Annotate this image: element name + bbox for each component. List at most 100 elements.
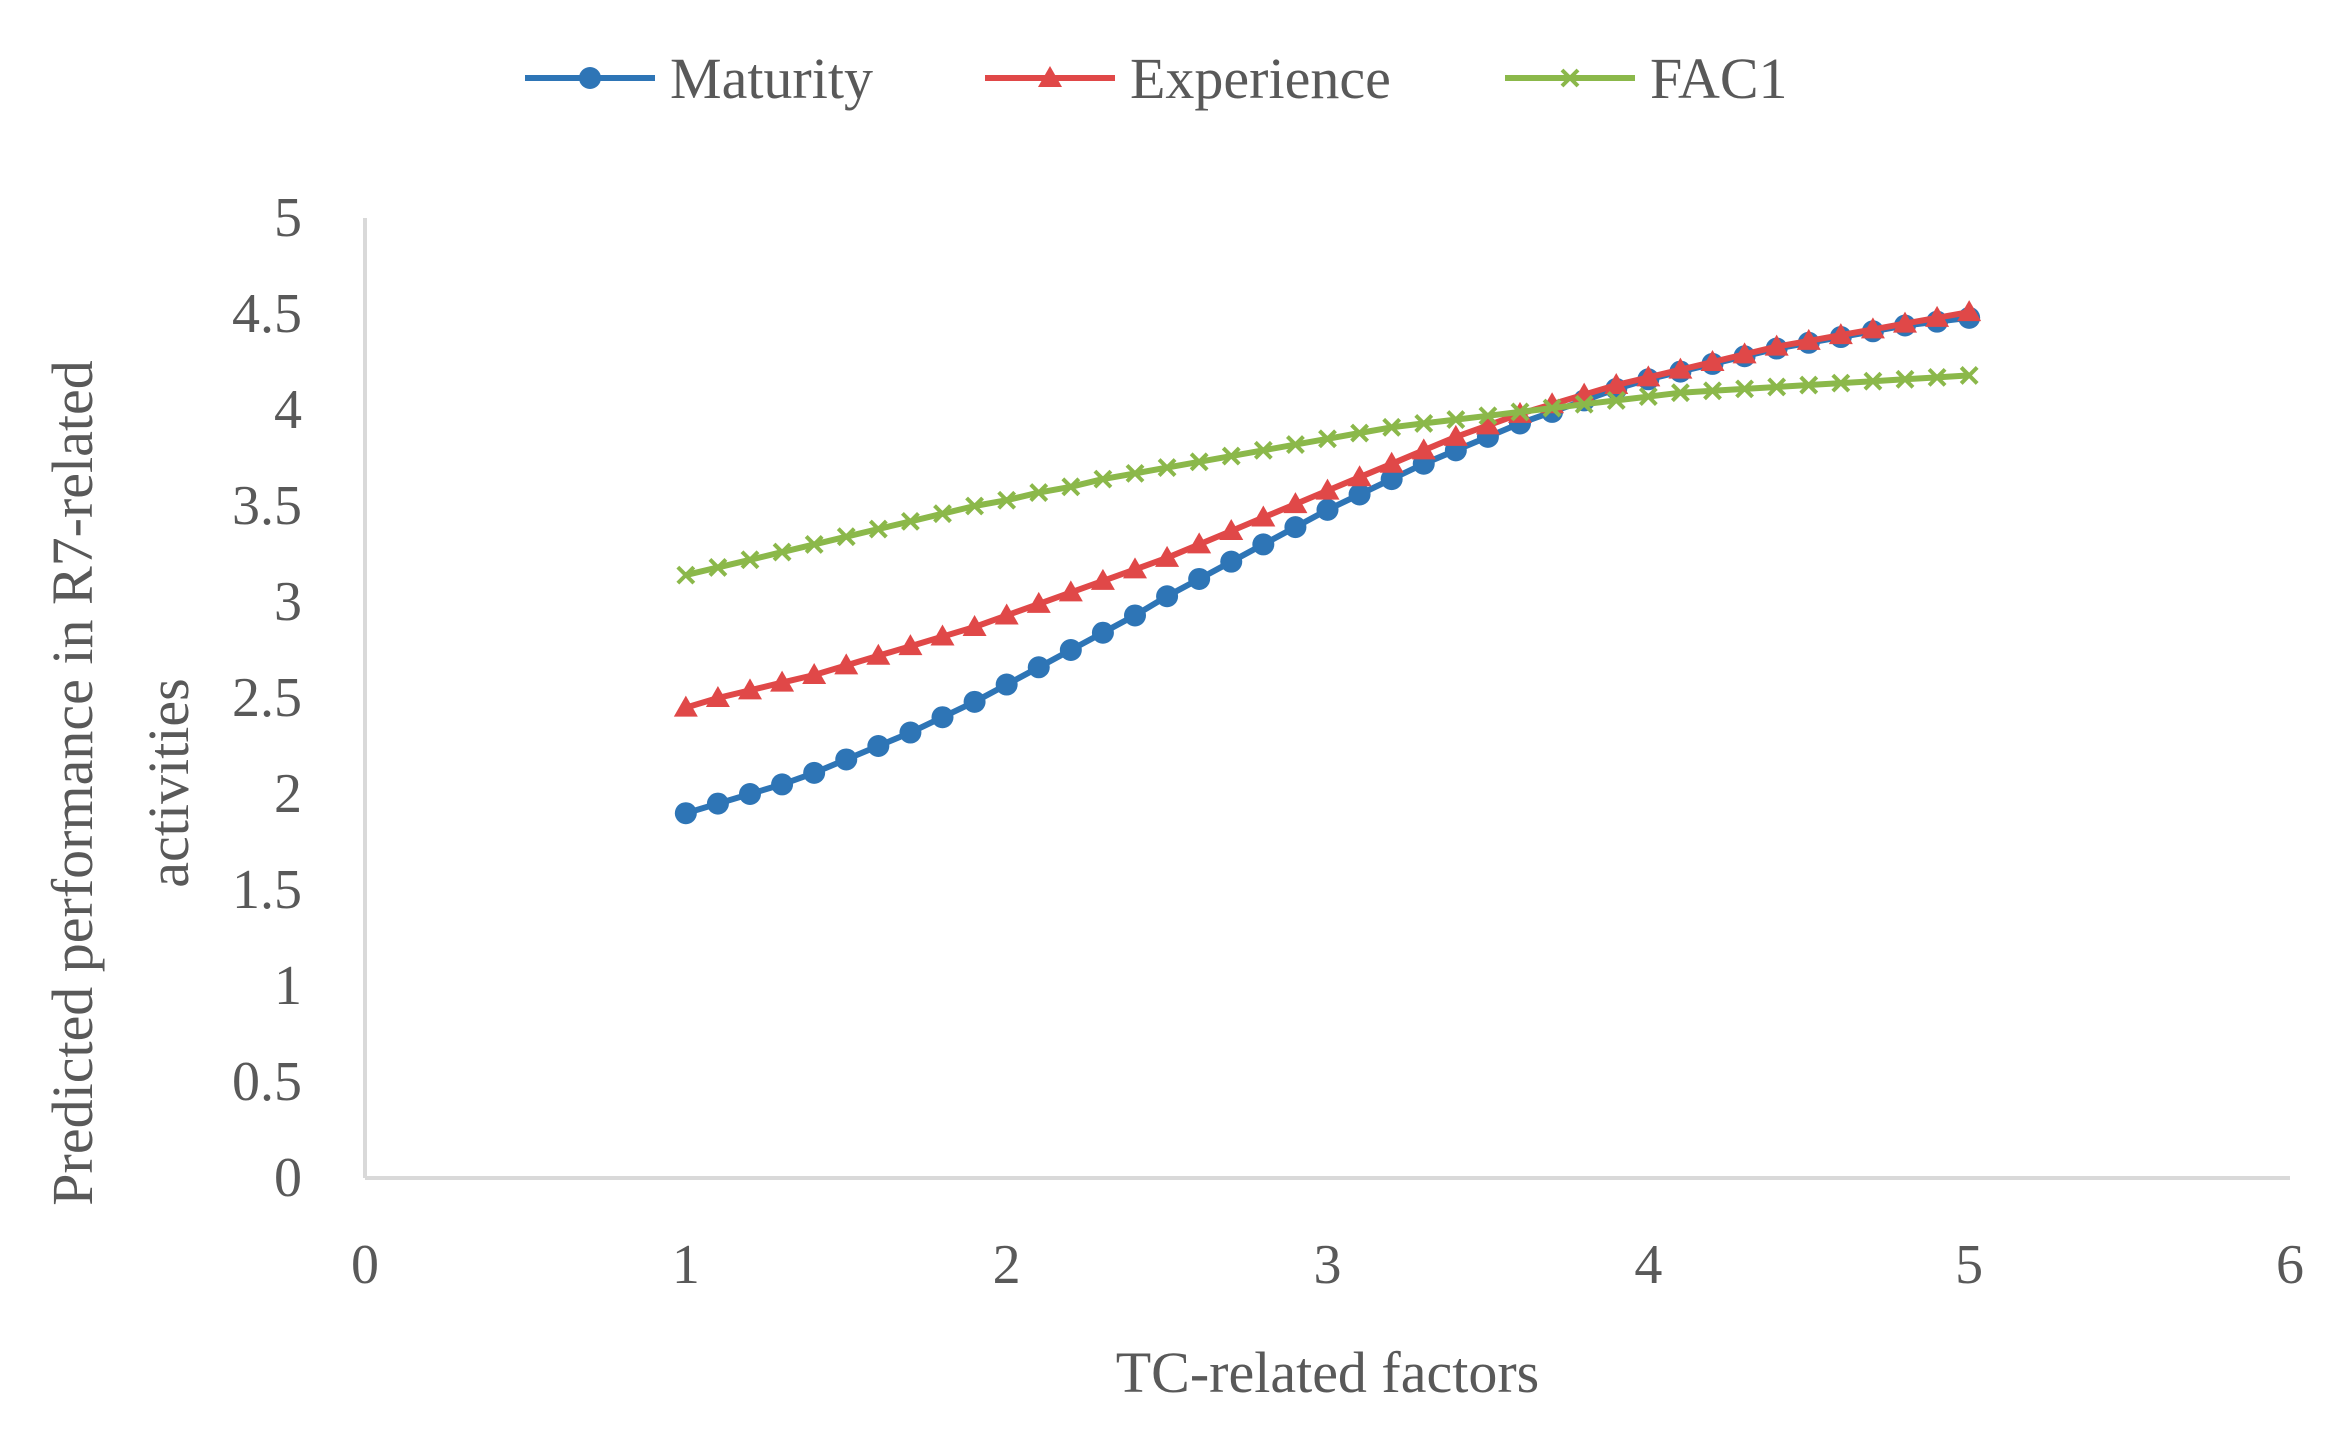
data-point-experience [1026, 591, 1051, 613]
y-tick-label: 5 [274, 187, 302, 249]
data-point-fac1 [1606, 390, 1626, 410]
data-point-experience [1732, 342, 1757, 364]
legend-marker-experience [1038, 66, 1062, 87]
data-point-maturity [867, 735, 890, 757]
data-point-fac1 [1318, 429, 1337, 449]
y-tick-label: 0.5 [232, 1051, 302, 1113]
data-point-fac1 [1189, 452, 1209, 472]
data-point-fac1 [1799, 375, 1819, 395]
data-point-fac1 [1863, 371, 1883, 391]
data-point-experience [898, 634, 923, 656]
data-point-fac1 [1767, 377, 1787, 397]
data-point-experience [1925, 305, 1950, 327]
data-point-fac1 [836, 527, 856, 547]
data-point-experience [1860, 317, 1885, 339]
data-point-experience [802, 662, 827, 684]
data-point-maturity [899, 721, 922, 744]
series-layer [673, 300, 1982, 825]
y-tick-label: 2 [274, 763, 302, 825]
data-point-experience [866, 643, 891, 665]
data-point-maturity [1380, 468, 1403, 491]
data-point-fac1 [1286, 435, 1305, 454]
y-tick-labels: 0 0.5 1 1.5 2 2.5 3 3.5 4 4.5 5 [232, 187, 302, 1209]
data-point-fac1 [1221, 446, 1241, 466]
series-experience [673, 300, 1982, 717]
legend-item-experience: Experience [985, 46, 1391, 111]
x-tick-label: 2 [993, 1234, 1021, 1296]
data-point-experience [930, 624, 955, 646]
data-point-experience [1123, 557, 1147, 579]
data-point-fac1 [933, 504, 952, 524]
x-axis-title: TC-related factors [1116, 1340, 1540, 1405]
data-point-fac1 [1735, 379, 1754, 399]
data-point-fac1 [1382, 417, 1402, 437]
y-tick-label: 3 [274, 571, 302, 633]
data-point-experience [673, 695, 698, 717]
legend-label-fac1: FAC1 [1650, 46, 1788, 111]
data-point-maturity [995, 673, 1018, 696]
data-point-fac1 [1895, 369, 1915, 389]
data-point-experience [1315, 478, 1340, 500]
data-point-fac1 [1414, 414, 1434, 433]
data-point-experience [1700, 350, 1725, 371]
y-tick-label: 3.5 [232, 475, 302, 537]
x-tick-labels: 0 1 2 3 4 5 6 [351, 1234, 2304, 1296]
data-point-fac1 [1157, 458, 1177, 478]
data-point-fac1 [1061, 477, 1081, 497]
y-tick-label: 1.5 [232, 859, 302, 921]
data-point-experience [1058, 580, 1083, 602]
data-point-fac1 [1350, 423, 1369, 443]
data-point-fac1 [1029, 483, 1049, 502]
data-point-fac1 [1542, 398, 1562, 418]
data-point-experience [1090, 568, 1115, 590]
data-point-fac1 [901, 511, 920, 531]
data-point-experience [1443, 424, 1468, 446]
data-point-experience [770, 670, 795, 692]
data-point-fac1 [740, 550, 760, 570]
data-point-maturity [739, 783, 761, 805]
data-point-experience [1604, 373, 1629, 395]
x-tick-label: 4 [1634, 1234, 1662, 1296]
data-point-maturity [1059, 639, 1082, 661]
data-point-maturity [1188, 567, 1211, 590]
data-point-fac1 [997, 490, 1017, 510]
data-point-experience [705, 686, 730, 707]
y-tick-label: 0 [274, 1147, 302, 1209]
data-point-experience [834, 653, 859, 675]
data-point-experience [1764, 334, 1789, 356]
data-point-fac1 [965, 496, 984, 516]
y-axis-title-line-1: Predicted performance in R7-related [40, 360, 105, 1205]
data-point-experience [1347, 465, 1372, 487]
data-point-fac1 [1478, 406, 1498, 426]
data-point-maturity [1156, 585, 1179, 608]
x-tick-label: 3 [1314, 1234, 1342, 1296]
legend-item-fac1: FAC1 [1505, 46, 1788, 111]
data-point-maturity [1220, 550, 1243, 573]
data-point-maturity [931, 706, 954, 729]
series-line-fac1 [685, 372, 1970, 579]
data-point-experience [1668, 357, 1693, 379]
data-point-experience [738, 678, 762, 700]
data-point-maturity [1348, 483, 1371, 506]
data-point-maturity [1252, 533, 1275, 556]
data-point-fac1 [1253, 440, 1273, 460]
data-point-fac1 [1638, 387, 1658, 406]
data-point-maturity [674, 802, 697, 825]
data-point-fac1 [1703, 381, 1722, 401]
data-point-experience [1251, 505, 1276, 527]
data-point-experience [1636, 365, 1661, 387]
data-point-fac1 [804, 534, 824, 554]
data-point-fac1 [1446, 410, 1466, 430]
legend-label-maturity: Maturity [670, 46, 873, 111]
data-point-maturity [1027, 656, 1050, 679]
x-tick-label: 1 [672, 1234, 700, 1296]
legend-item-maturity: Maturity [525, 46, 873, 111]
data-point-fac1 [708, 558, 728, 577]
data-point-fac1 [1574, 394, 1594, 414]
chart-legend: Maturity Experience FAC1 [525, 46, 1788, 111]
data-point-fac1 [1510, 402, 1530, 422]
data-point-experience [1411, 438, 1436, 460]
y-tick-label: 4 [274, 379, 302, 441]
legend-marker-maturity [579, 67, 601, 89]
